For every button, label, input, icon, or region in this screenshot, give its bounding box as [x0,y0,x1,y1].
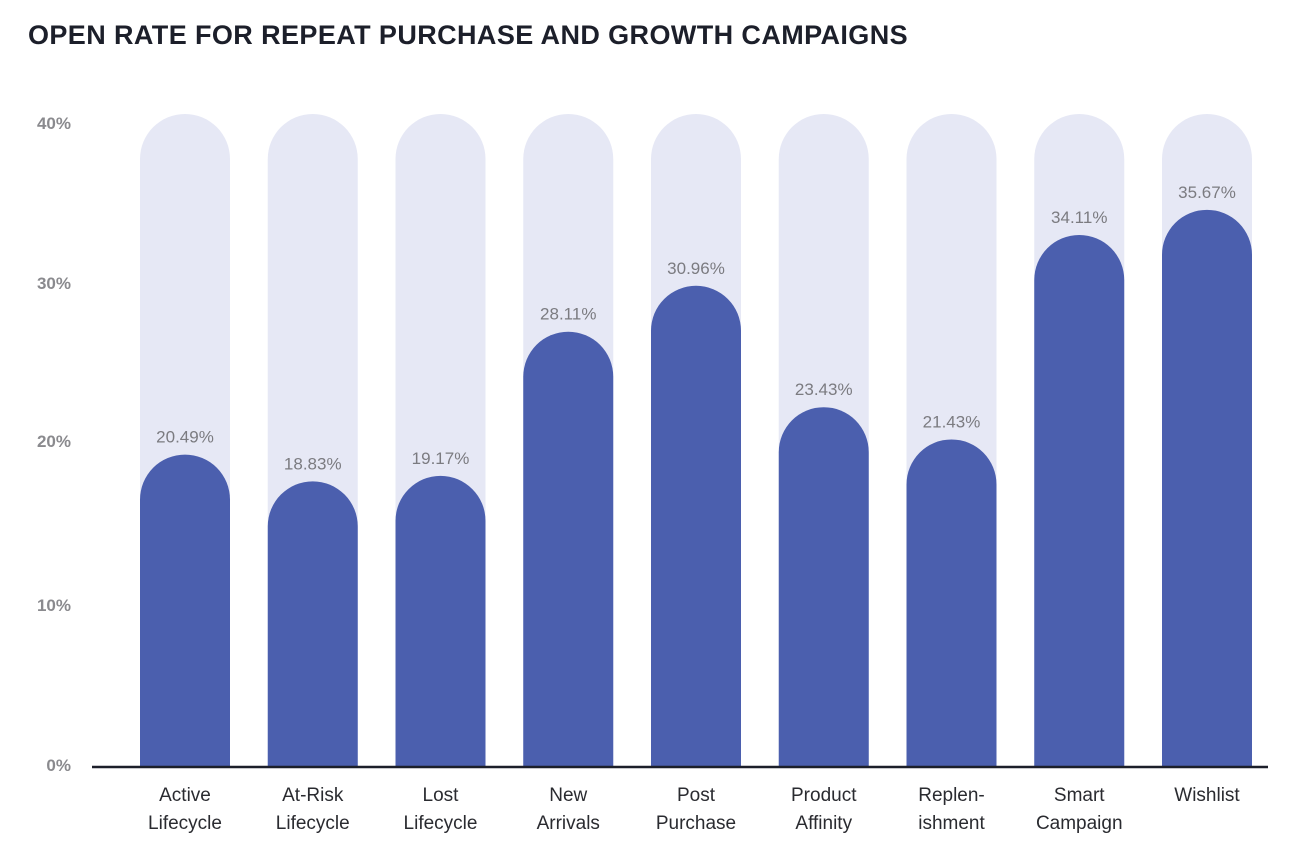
data-label: 19.17% [412,449,470,468]
data-label: 30.96% [667,259,725,278]
bar [1034,234,1125,768]
bar [1162,209,1252,768]
data-label: 18.83% [284,454,342,473]
x-tick-label: Product [791,785,857,806]
data-label: 28.11% [540,305,596,324]
x-tick-label: At-Risk [282,785,344,806]
x-tick-label: New [549,785,587,806]
bar [395,475,486,767]
y-tick-label: 40% [37,114,71,133]
x-tick-label: Campaign [1036,813,1123,834]
x-tick-label: Wishlist [1174,785,1240,806]
data-label: 20.49% [156,428,214,447]
x-tick-label: Post [677,785,716,806]
bar [523,331,614,767]
data-label: 23.43% [795,380,853,399]
x-tick-label: Lifecycle [404,813,478,834]
bar [267,481,358,767]
bar [778,407,869,767]
bar [651,285,741,767]
x-tick-label: Arrivals [537,813,600,834]
x-tick-label: Purchase [656,813,736,834]
chart-title: OPEN RATE FOR REPEAT PURCHASE AND GROWTH… [28,20,909,50]
data-label: 35.67% [1178,183,1236,202]
data-label: 34.11% [1051,208,1107,227]
x-tick-label: Active [159,785,211,806]
data-label: 21.43% [923,412,981,431]
y-tick-label: 10% [37,596,71,615]
x-tick-label: Replen- [918,785,985,806]
x-tick-label: Smart [1054,785,1105,806]
x-tick-label: Lost [423,785,460,806]
x-tick-label: Affinity [795,813,852,834]
x-tick-label: ishment [918,813,985,834]
y-tick-label: 30% [37,274,71,293]
y-tick-label: 20% [37,432,71,451]
bar [140,454,230,767]
bar [906,439,997,767]
x-tick-label: Lifecycle [276,813,350,834]
y-tick-label: 0% [46,756,71,775]
x-tick-label: Lifecycle [148,813,222,834]
